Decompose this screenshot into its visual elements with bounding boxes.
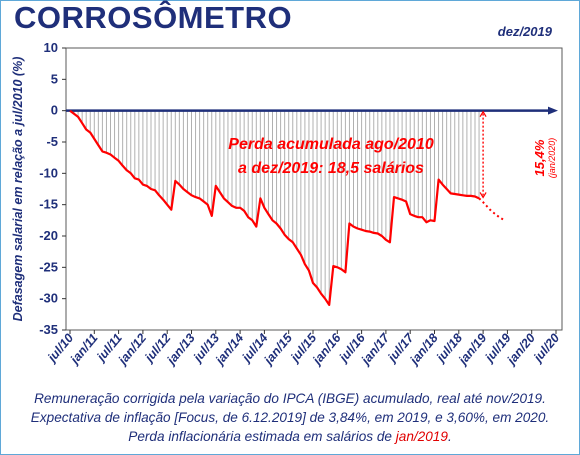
zero-line-arrow (548, 106, 558, 115)
y-axis-title: Defasagem salarial em relação a jul/2010… (11, 57, 25, 322)
y-tick-label: -20 (39, 228, 58, 243)
loss-annotation-line-1: Perda acumulada ago/2010 (228, 136, 434, 153)
gap-annotation-date: (jan/2020) (547, 138, 557, 179)
gap-annotation-value: 15,4% (532, 139, 547, 176)
y-tick-label: 10 (44, 40, 58, 55)
y-tick-label: -25 (39, 259, 58, 274)
projection-line (478, 197, 504, 221)
y-tick-label: 0 (51, 103, 58, 118)
series-line (69, 109, 480, 306)
plot-background (65, 47, 563, 331)
caption-line-3-suffix: . (447, 429, 452, 444)
gap-arrow-up (479, 110, 487, 117)
gap-arrow-down (479, 192, 487, 199)
x-tick-label: jul/20 (530, 331, 563, 366)
y-tick-label: 5 (51, 71, 58, 86)
y-tick-label: -35 (39, 322, 58, 337)
loss-annotation-line-2: a dez/2019: 18,5 salários (238, 160, 424, 177)
chart-date: dez/2019 (497, 24, 552, 39)
caption-line-3-highlight: jan/2019 (395, 429, 448, 444)
y-tick-label: -5 (46, 134, 58, 149)
caption-line-2: Expectativa de inflação [Focus, de 6.12.… (30, 410, 550, 425)
y-tick-label: -10 (39, 165, 58, 180)
y-tick-label: -15 (39, 197, 58, 212)
caption-line-3-prefix: Perda inflacionária estimada em salários… (128, 429, 396, 444)
chart-title: CORROSÔMETRO (14, 0, 293, 35)
caption-line-3: Perda inflacionária estimada em salários… (0, 429, 580, 444)
plot-area: 10 5 0 -5 -10 -15 -20 -25 -30 -35 Defasagem salari… (11, 40, 563, 369)
caption-line-1: Remuneração corrigida pela variação do I… (34, 391, 546, 406)
y-tick-label: -30 (39, 291, 58, 306)
